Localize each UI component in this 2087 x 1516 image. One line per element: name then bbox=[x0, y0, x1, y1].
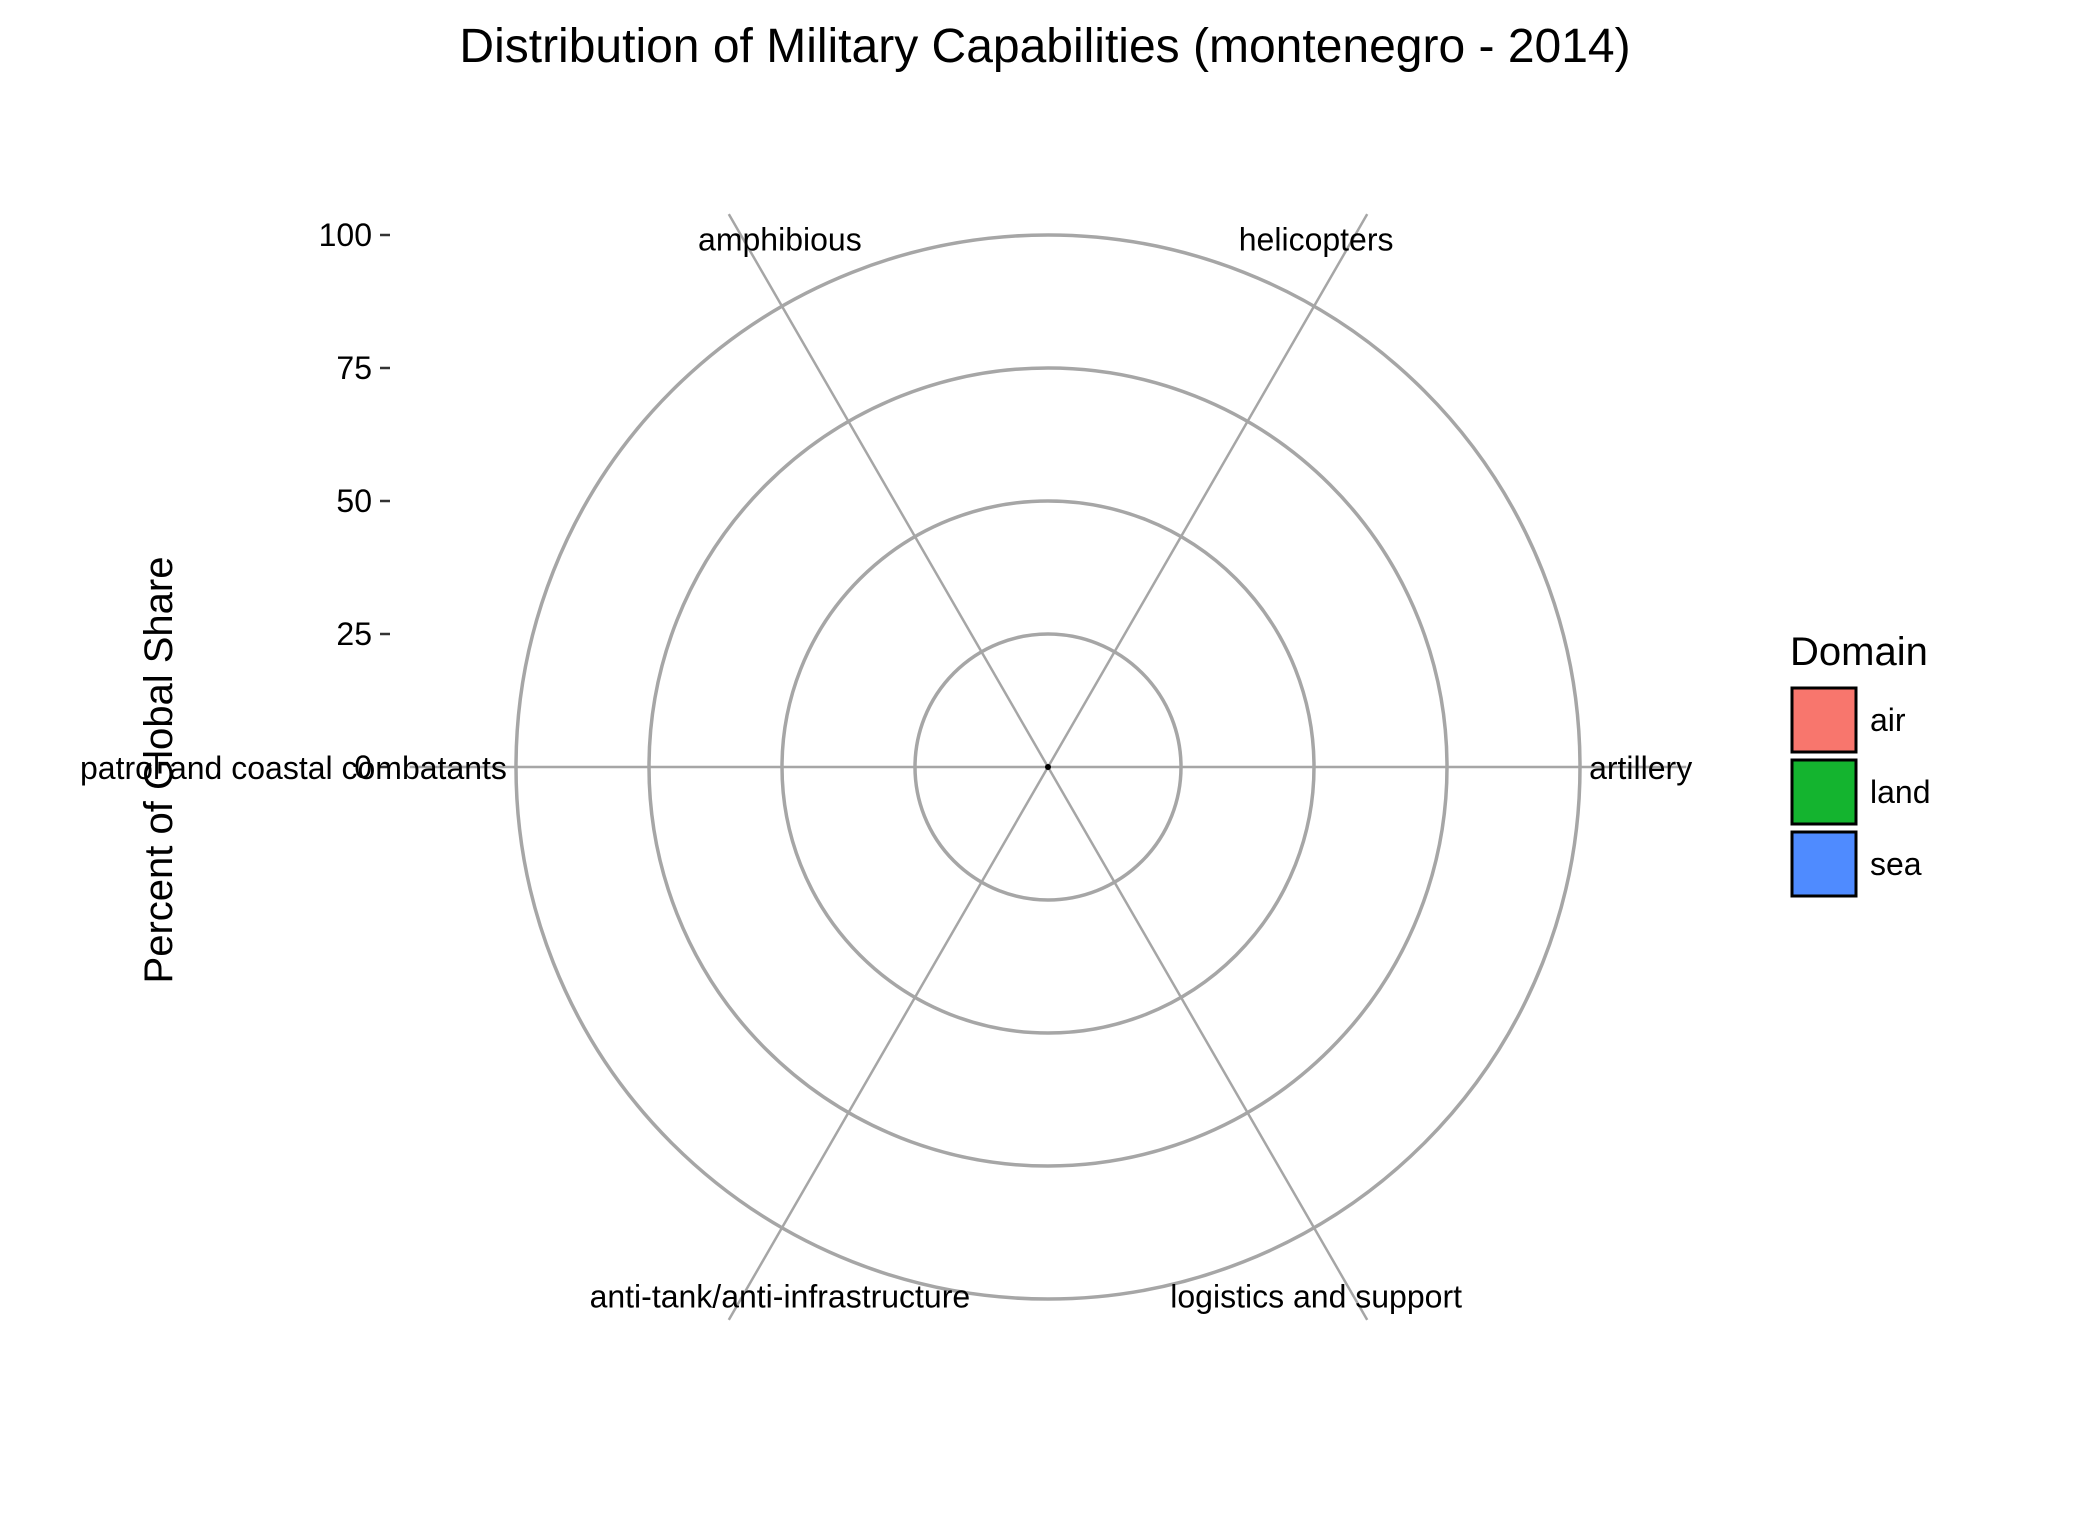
category-label: artillery bbox=[1589, 750, 1692, 786]
grid-spoke-2 bbox=[727, 213, 1050, 768]
legend-label-land: land bbox=[1870, 774, 1931, 810]
legend-swatch-air bbox=[1790, 686, 1858, 754]
y-axis-ticks: 0 25 50 75 100 bbox=[319, 217, 390, 785]
legend-title: Domain bbox=[1790, 630, 1928, 674]
data-layer bbox=[1045, 764, 1051, 770]
category-labels: artillery helicopters amphibious patrol and… bbox=[80, 222, 1692, 1315]
category-label: amphibious bbox=[698, 222, 862, 258]
chart-title: Distribution of Military Capabilities (m… bbox=[459, 20, 1630, 73]
legend-label-sea: sea bbox=[1870, 846, 1922, 882]
legend-swatch-land bbox=[1790, 758, 1858, 826]
category-label: anti-tank/anti-infrastructure bbox=[590, 1278, 971, 1314]
y-tick-label: 25 bbox=[336, 616, 372, 652]
grid-spoke-5 bbox=[1046, 766, 1369, 1321]
y-tick-label: 100 bbox=[319, 217, 372, 253]
y-axis-label: Percent of Global Share bbox=[137, 557, 181, 984]
grid-spoke-1 bbox=[1046, 213, 1369, 768]
category-label: patrol and coastal combatants bbox=[80, 750, 507, 786]
legend-swatch-sea bbox=[1790, 830, 1858, 898]
grid-spoke-4 bbox=[727, 766, 1050, 1321]
data-point bbox=[1045, 764, 1051, 770]
category-label: helicopters bbox=[1239, 222, 1394, 258]
legend-label-air: air bbox=[1870, 702, 1906, 738]
grid-spokes bbox=[409, 213, 1687, 1321]
y-tick-label: 50 bbox=[336, 483, 372, 519]
y-tick-label: 0 bbox=[354, 749, 372, 785]
category-label: logistics and support bbox=[1170, 1278, 1462, 1314]
legend: Domain air land sea bbox=[1790, 630, 1931, 898]
y-tick-label: 75 bbox=[336, 350, 372, 386]
